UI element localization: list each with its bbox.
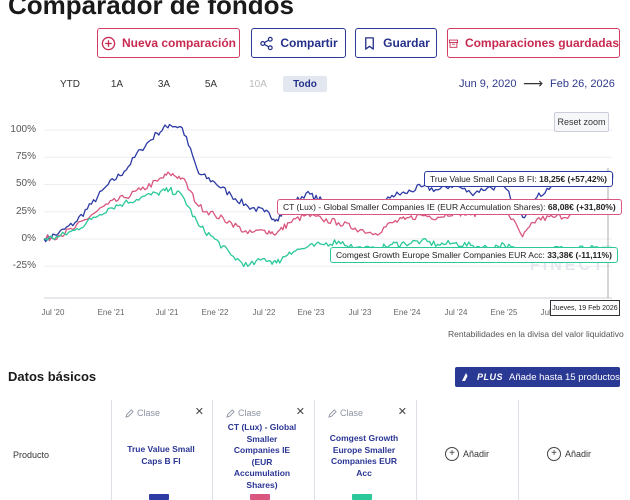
crosshair-date-tooltip: Jueves, 19 Feb 2026 — [550, 300, 620, 316]
pencil-icon — [328, 408, 337, 418]
range-1a-button[interactable]: 1A — [110, 78, 124, 90]
pencil-icon — [226, 408, 235, 418]
x-tick-label: Ene '25 — [490, 308, 518, 317]
class-selector[interactable]: Clase — [226, 408, 261, 418]
plus-circle-icon: + — [445, 447, 459, 461]
fund-name-line: Europe Smaller — [332, 444, 396, 455]
tooltip-label: True Value Small Caps B FI: — [430, 174, 537, 184]
fund-name-line: Acc — [356, 467, 372, 478]
plus-circle-icon — [101, 36, 116, 50]
fund-name[interactable]: CT (Lux) - Global Smaller Companies IE (… — [213, 422, 311, 491]
x-tick-label: Jul '20 — [41, 308, 65, 317]
y-tick-label: 50% — [15, 178, 36, 189]
fund-name-line: True Value Small — [127, 444, 195, 454]
x-tick-label: Ene '23 — [297, 308, 325, 317]
tooltip-green-series: Comgest Growth Europe Smaller Companies … — [330, 247, 618, 263]
close-icon[interactable]: ✕ — [194, 406, 204, 418]
date-from-input[interactable]: Jun 9, 2020 — [459, 78, 517, 90]
y-tick-label: 0% — [21, 233, 36, 244]
share-label: Compartir — [280, 36, 338, 50]
chart-caption: Rentabilidades en la divisa del valor li… — [448, 329, 624, 339]
row-label-product: Producto — [13, 450, 50, 460]
x-tick-label: Ene '24 — [393, 308, 421, 317]
range-5a-button[interactable]: 5A — [204, 78, 218, 90]
y-tick-label: 100% — [10, 124, 36, 135]
basic-data-title: Datos básicos — [8, 369, 97, 384]
fund-name-line: CT (Lux) - Global — [227, 422, 297, 432]
plus-banner[interactable]: PLUS Añade hasta 15 productos — [455, 367, 620, 387]
share-button[interactable]: Compartir — [251, 28, 346, 58]
fund-name-line: Companies IE — [233, 445, 291, 455]
class-selector[interactable]: Clase — [328, 408, 363, 418]
save-button[interactable]: Guardar — [355, 28, 437, 58]
add-label: Añadir — [565, 449, 592, 459]
series-color-swatch — [352, 494, 372, 500]
plus-logo-icon — [462, 373, 468, 381]
tooltip-label: Comgest Growth Europe Smaller Companies … — [336, 250, 545, 260]
new-comparison-button[interactable]: Nueva comparación — [97, 28, 240, 58]
save-label: Guardar — [383, 36, 430, 50]
reset-zoom-button[interactable]: Reset zoom — [554, 112, 609, 132]
fund-name-line: Shares) — [246, 479, 278, 490]
date-arrow-icon: ⟶ — [523, 75, 544, 91]
fund-name-line: (EUR — [251, 456, 273, 467]
series-color-swatch — [149, 494, 169, 500]
x-tick-label: Jul '23 — [348, 308, 372, 317]
tooltip-value: 18,25€ (+57,42%) — [539, 174, 607, 184]
fund-name-line: Caps B FI — [141, 455, 181, 466]
fund-name[interactable]: Comgest Growth Europe Smaller Companies … — [315, 433, 413, 479]
tooltip-red-series: CT (Lux) - Global Smaller Companies IE (… — [277, 199, 622, 215]
close-icon[interactable]: ✕ — [295, 406, 305, 418]
x-tick-label: Ene '21 — [97, 308, 125, 317]
x-tick-label: Jul '22 — [252, 308, 276, 317]
archive-icon — [448, 39, 459, 48]
range-todo-button[interactable]: Todo — [283, 76, 327, 92]
class-label: Clase — [238, 408, 262, 418]
share-icon — [260, 36, 274, 50]
range-ytd-button[interactable]: YTD — [60, 78, 80, 90]
x-tick-label: Ene '22 — [201, 308, 229, 317]
performance-chart[interactable]: FINECT — [0, 108, 630, 338]
range-10a-button: 10A — [249, 78, 267, 90]
fund-name-line: Companies EUR — [330, 456, 398, 466]
fund-column-2: Clase ✕ CT (Lux) - Global Smaller Compan… — [213, 400, 311, 500]
pencil-icon — [125, 408, 134, 418]
fund-name[interactable]: True Value Small Caps B FI — [112, 444, 210, 467]
add-label: Añadir — [463, 449, 490, 459]
page-title: Comparador de fondos — [8, 0, 295, 20]
plus-banner-text: Añade hasta 15 productos — [509, 371, 620, 383]
class-label: Clase — [137, 408, 161, 418]
fund-name-line: Smaller — [246, 433, 278, 444]
x-tick-label: Jul '21 — [155, 308, 179, 317]
close-icon[interactable]: ✕ — [397, 406, 407, 418]
add-product-button[interactable]: + Añadir — [547, 447, 591, 461]
range-3a-button[interactable]: 3A — [157, 78, 171, 90]
date-to-input[interactable]: Feb 26, 2026 — [550, 78, 615, 90]
fund-name-line: Accumulation — [233, 468, 291, 478]
tooltip-value: 33,38€ (-11,11%) — [547, 250, 612, 260]
y-tick-label: 75% — [15, 151, 36, 162]
add-product-button[interactable]: + Añadir — [445, 447, 489, 461]
new-comparison-label: Nueva comparación — [121, 36, 237, 50]
saved-comparisons-button[interactable]: Comparaciones guardadas — [447, 28, 620, 58]
fund-column-1: Clase ✕ True Value Small Caps B FI — [112, 400, 210, 500]
tooltip-value: 68,08€ (+31,80%) — [547, 202, 616, 212]
saved-comparisons-label: Comparaciones guardadas — [464, 36, 619, 50]
class-label: Clase — [340, 408, 364, 418]
fund-name-line: Comgest Growth — [329, 433, 399, 443]
tooltip-blue-series: True Value Small Caps B FI: 18,25€ (+57,… — [424, 171, 613, 187]
y-tick-label: -25% — [12, 260, 36, 271]
x-tick-label: Jul '24 — [444, 308, 468, 317]
plus-badge: PLUS — [477, 372, 504, 382]
fund-column-3: Clase ✕ Comgest Growth Europe Smaller Co… — [315, 400, 413, 500]
plus-circle-icon: + — [547, 447, 561, 461]
series-color-swatch — [250, 494, 270, 500]
class-selector[interactable]: Clase — [125, 408, 160, 418]
bookmark-icon — [365, 36, 375, 50]
y-tick-label: 25% — [15, 206, 36, 217]
tooltip-label: CT (Lux) - Global Smaller Companies IE (… — [283, 202, 546, 212]
